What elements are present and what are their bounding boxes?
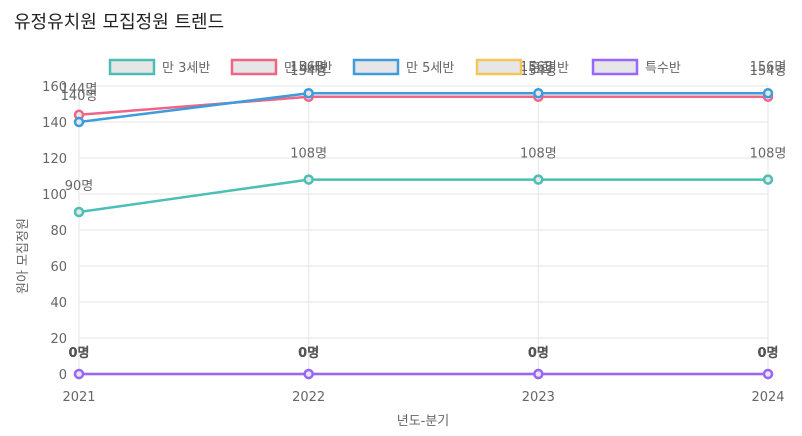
data-point bbox=[762, 368, 774, 380]
data-label: 0명 bbox=[528, 345, 549, 361]
y-tick-label: 20 bbox=[50, 332, 67, 347]
x-tick-label: 2021 bbox=[62, 390, 95, 405]
data-label: 156명 bbox=[520, 60, 557, 75]
grid-layer bbox=[78, 85, 769, 380]
legend-label: 혼합 반 bbox=[529, 61, 569, 76]
y-axis-title: 원아 모집정원 bbox=[16, 218, 31, 294]
x-tick-label: 2022 bbox=[292, 390, 325, 405]
chart-title: 유정유치원 모집정원 트렌드 bbox=[14, 12, 225, 33]
data-label: 156명 bbox=[290, 60, 327, 75]
data-point bbox=[533, 87, 544, 99]
data-label: 90명 bbox=[65, 179, 94, 194]
legend-label: 만 3세반 bbox=[162, 61, 210, 76]
series-line bbox=[78, 95, 768, 117]
x-axis-title: 년도-분기 bbox=[397, 414, 450, 429]
y-tick-label: 0 bbox=[59, 368, 67, 383]
legend-item: 특수반 bbox=[591, 58, 681, 76]
data-label: 0명 bbox=[757, 345, 778, 361]
series-line bbox=[78, 91, 768, 124]
data-label: 154명 bbox=[750, 64, 787, 79]
data-point bbox=[73, 116, 85, 128]
y-tick-label: 60 bbox=[50, 260, 67, 275]
legend-item: 혼합 반 bbox=[475, 58, 569, 76]
legend-item: 만 4세반 bbox=[230, 58, 332, 76]
data-point bbox=[762, 174, 774, 185]
legend-swatch bbox=[352, 58, 400, 76]
data-label: 108명 bbox=[750, 147, 787, 162]
y-tick-label: 40 bbox=[50, 296, 67, 311]
data-label: 0명 bbox=[528, 345, 549, 361]
data-label: 108명 bbox=[520, 147, 557, 162]
x-tick-label: 2023 bbox=[522, 390, 555, 405]
y-tick-label: 140 bbox=[42, 116, 67, 131]
data-point bbox=[533, 174, 544, 185]
axis-layer: 0 20 40 60 80 100 120 140 160 2021 2022 2023 2024 bbox=[42, 80, 784, 405]
data-label: 0명 bbox=[298, 345, 319, 361]
legend: 만 3세반 만 4세반 만 5세반 혼합 반 특수반 bbox=[108, 58, 681, 76]
data-point bbox=[762, 87, 774, 99]
series-line bbox=[78, 178, 768, 214]
x-tick-label: 2024 bbox=[751, 390, 784, 405]
legend-label: 특수반 bbox=[645, 61, 681, 76]
data-label: 154명 bbox=[520, 64, 557, 79]
legend-item: 만 5세반 bbox=[352, 58, 454, 76]
data-point bbox=[303, 87, 314, 99]
data-label-layer: 90명 108명 108명 108명 144명 154명 154명 154명 140명 156명 1… bbox=[61, 60, 787, 361]
y-tick-label: 100 bbox=[42, 188, 67, 203]
y-tick-label: 120 bbox=[42, 152, 67, 167]
data-point bbox=[303, 174, 314, 185]
data-label: 144명 bbox=[61, 82, 98, 97]
data-label: 140명 bbox=[61, 89, 98, 104]
data-label: 108명 bbox=[290, 147, 327, 162]
data-point bbox=[533, 368, 544, 380]
legend-swatch bbox=[591, 58, 639, 76]
data-point bbox=[73, 206, 85, 218]
data-label: 0명 bbox=[68, 345, 89, 361]
legend-label: 만 5세반 bbox=[406, 61, 454, 76]
data-label: 0명 bbox=[298, 345, 319, 361]
legend-swatch bbox=[108, 58, 156, 76]
y-tick-label: 160 bbox=[42, 80, 67, 95]
series-layer bbox=[73, 87, 774, 380]
y-tick-label: 80 bbox=[50, 224, 67, 239]
legend-swatch bbox=[475, 58, 523, 76]
data-label: 0명 bbox=[757, 345, 778, 361]
data-label: 156명 bbox=[750, 60, 787, 75]
legend-swatch bbox=[230, 58, 278, 76]
data-label: 0명 bbox=[68, 345, 89, 361]
legend-label: 만 4세반 bbox=[284, 61, 332, 76]
data-point bbox=[303, 368, 314, 380]
legend-item: 만 3세반 bbox=[108, 58, 210, 76]
data-label: 154명 bbox=[290, 64, 327, 79]
data-point bbox=[73, 368, 85, 380]
